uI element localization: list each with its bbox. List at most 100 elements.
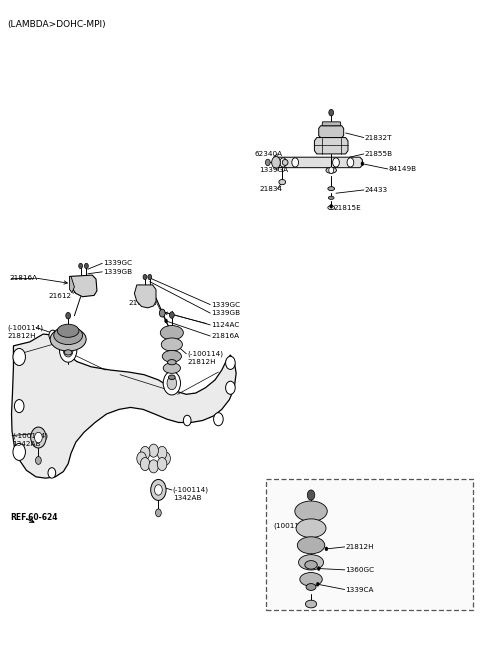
FancyBboxPatch shape bbox=[266, 479, 473, 610]
Ellipse shape bbox=[328, 196, 334, 199]
Circle shape bbox=[165, 319, 168, 323]
Circle shape bbox=[163, 371, 180, 395]
Polygon shape bbox=[322, 122, 341, 126]
Circle shape bbox=[162, 310, 165, 314]
Circle shape bbox=[325, 547, 328, 551]
Circle shape bbox=[49, 330, 57, 341]
Text: (-100114): (-100114) bbox=[173, 487, 209, 493]
Ellipse shape bbox=[64, 350, 72, 355]
Circle shape bbox=[140, 447, 150, 460]
Ellipse shape bbox=[168, 375, 175, 380]
Circle shape bbox=[48, 468, 56, 478]
Text: 21812H: 21812H bbox=[7, 333, 36, 339]
Circle shape bbox=[66, 312, 71, 319]
Ellipse shape bbox=[326, 168, 336, 173]
Text: 21855B: 21855B bbox=[365, 151, 393, 157]
Circle shape bbox=[63, 344, 73, 357]
Circle shape bbox=[226, 356, 235, 369]
Ellipse shape bbox=[54, 326, 83, 345]
Text: 21815E: 21815E bbox=[334, 205, 361, 212]
Ellipse shape bbox=[58, 324, 79, 337]
Ellipse shape bbox=[279, 179, 286, 185]
Text: 21832T: 21832T bbox=[365, 134, 392, 141]
Text: 1339GC: 1339GC bbox=[211, 301, 240, 308]
Circle shape bbox=[292, 158, 299, 167]
Circle shape bbox=[333, 158, 339, 167]
Ellipse shape bbox=[305, 600, 317, 608]
Ellipse shape bbox=[168, 360, 176, 365]
Text: (-100114): (-100114) bbox=[187, 350, 223, 357]
Ellipse shape bbox=[160, 326, 183, 340]
Polygon shape bbox=[319, 126, 344, 138]
Ellipse shape bbox=[161, 338, 182, 351]
Circle shape bbox=[156, 509, 161, 517]
Text: 1342AB: 1342AB bbox=[12, 441, 40, 447]
Polygon shape bbox=[274, 157, 362, 168]
Polygon shape bbox=[314, 138, 348, 154]
Polygon shape bbox=[12, 334, 236, 478]
Circle shape bbox=[148, 274, 152, 280]
Ellipse shape bbox=[300, 572, 322, 586]
Text: (LAMBDA>DOHC-MPI): (LAMBDA>DOHC-MPI) bbox=[7, 20, 106, 29]
Text: 84149B: 84149B bbox=[389, 166, 417, 172]
Circle shape bbox=[307, 490, 315, 500]
Text: 1339GC: 1339GC bbox=[103, 260, 132, 267]
Text: 1342AB: 1342AB bbox=[173, 495, 201, 502]
Ellipse shape bbox=[328, 187, 335, 191]
Circle shape bbox=[159, 309, 165, 317]
Circle shape bbox=[347, 158, 354, 167]
Text: 21812H: 21812H bbox=[346, 544, 374, 550]
Circle shape bbox=[36, 457, 41, 464]
Ellipse shape bbox=[328, 206, 335, 210]
Text: 21812H: 21812H bbox=[187, 359, 216, 365]
Circle shape bbox=[161, 452, 170, 465]
Circle shape bbox=[60, 339, 77, 362]
Circle shape bbox=[84, 263, 88, 269]
Polygon shape bbox=[70, 275, 97, 297]
Text: (-100114): (-100114) bbox=[12, 432, 48, 439]
Circle shape bbox=[280, 158, 287, 167]
Text: 1339GB: 1339GB bbox=[103, 269, 132, 275]
Circle shape bbox=[214, 413, 223, 426]
Ellipse shape bbox=[295, 501, 327, 521]
Text: 1339GB: 1339GB bbox=[211, 310, 240, 316]
Ellipse shape bbox=[299, 555, 324, 570]
Ellipse shape bbox=[306, 584, 316, 590]
Text: 21611A: 21611A bbox=[129, 300, 157, 307]
Ellipse shape bbox=[50, 328, 86, 351]
Circle shape bbox=[157, 457, 167, 470]
Ellipse shape bbox=[305, 561, 317, 569]
Text: 21816A: 21816A bbox=[211, 333, 240, 339]
Text: (-100114): (-100114) bbox=[7, 324, 43, 331]
Text: 62340A: 62340A bbox=[254, 151, 283, 157]
Polygon shape bbox=[134, 285, 156, 308]
Ellipse shape bbox=[162, 350, 181, 362]
Circle shape bbox=[35, 432, 42, 443]
Circle shape bbox=[14, 400, 24, 413]
Circle shape bbox=[31, 427, 46, 448]
Text: 21612: 21612 bbox=[48, 293, 71, 299]
Text: 1339GA: 1339GA bbox=[259, 167, 288, 174]
Ellipse shape bbox=[163, 363, 180, 373]
Polygon shape bbox=[70, 276, 74, 293]
Circle shape bbox=[361, 162, 364, 166]
Text: 21834: 21834 bbox=[259, 185, 282, 192]
Ellipse shape bbox=[296, 519, 326, 538]
Circle shape bbox=[13, 348, 25, 365]
Circle shape bbox=[316, 582, 319, 586]
Circle shape bbox=[183, 415, 191, 426]
Circle shape bbox=[79, 263, 83, 269]
Text: 1124AC: 1124AC bbox=[211, 322, 240, 328]
Circle shape bbox=[330, 204, 333, 208]
Circle shape bbox=[169, 312, 174, 318]
Circle shape bbox=[226, 381, 235, 394]
Ellipse shape bbox=[297, 537, 325, 554]
Circle shape bbox=[13, 443, 25, 460]
Text: 1339CA: 1339CA bbox=[346, 586, 374, 593]
Circle shape bbox=[329, 109, 334, 116]
Circle shape bbox=[272, 157, 280, 168]
Text: 1360GC: 1360GC bbox=[346, 567, 375, 573]
Circle shape bbox=[317, 567, 320, 571]
Circle shape bbox=[329, 167, 334, 174]
Circle shape bbox=[167, 377, 177, 390]
